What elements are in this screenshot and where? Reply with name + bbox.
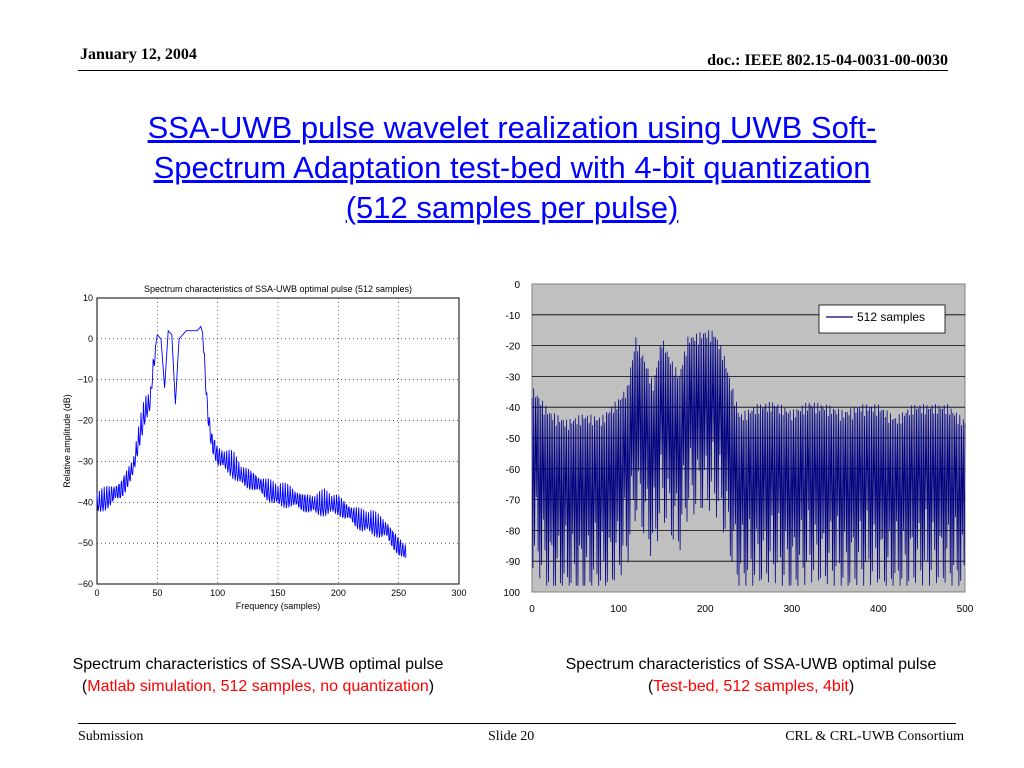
y-tick-label: 0 xyxy=(514,280,520,291)
x-tick-label: 0 xyxy=(94,588,99,598)
caption-left-paren-close: ) xyxy=(428,678,435,695)
x-tick-label: 300 xyxy=(451,588,466,598)
x-tick-label: 250 xyxy=(391,588,406,598)
slide-title-line-1: SSA-UWB pulse wavelet realization using … xyxy=(147,110,877,145)
legend-box xyxy=(818,304,946,334)
footer-consortium: CRL & CRL-UWB Consortium xyxy=(785,729,964,744)
slide-title-line-2: Spectrum Adaptation test-bed with 4-bit … xyxy=(153,150,871,185)
caption-right-paren-close: ) xyxy=(848,678,855,695)
y-tick-label: 100 xyxy=(503,588,520,599)
header-date: January 12, 2004 xyxy=(80,46,197,63)
y-tick-label: -80 xyxy=(506,526,521,537)
footer-divider xyxy=(78,723,956,724)
x-tick-label: 100 xyxy=(610,604,627,615)
y-tick-label: −20 xyxy=(78,416,93,426)
x-tick-label: 400 xyxy=(870,604,887,615)
y-tick-label: 0 xyxy=(88,334,93,344)
caption-right-line-2: (Test-bed, 512 samples, 4bit) xyxy=(511,676,991,698)
footer-slide-number: Slide 20 xyxy=(488,729,535,744)
y-tick-label: −30 xyxy=(78,456,93,466)
caption-left: Spectrum characteristics of SSA-UWB opti… xyxy=(18,654,498,698)
caption-left-line-1: Spectrum characteristics of SSA-UWB opti… xyxy=(72,656,444,673)
y-tick-label: −60 xyxy=(78,579,93,589)
x-tick-label: 300 xyxy=(783,604,800,615)
caption-right-line-1: Spectrum characteristics of SSA-UWB opti… xyxy=(565,656,937,673)
matlab-spectrum-chart: 0 50 100 150 200 250 300100−10−20−30−40−50−60S… xyxy=(62,284,467,611)
y-tick-label: −40 xyxy=(78,497,93,507)
chart-title: Spectrum characteristics of SSA-UWB opti… xyxy=(144,284,412,294)
y-tick-label: -60 xyxy=(506,465,521,476)
y-tick-label: -70 xyxy=(506,496,521,507)
caption-left-line-2: (Matlab simulation, 512 samples, no quan… xyxy=(18,676,498,698)
legend: 512 samples xyxy=(818,304,946,334)
y-tick-label: -20 xyxy=(506,342,521,353)
x-tick-label: 50 xyxy=(152,588,162,598)
caption-right-paren-open: ( xyxy=(647,678,654,695)
x-tick-label: 200 xyxy=(697,604,714,615)
x-axis-label: Frequency (samples) xyxy=(236,601,321,611)
caption-left-detail: Matlab simulation, 512 samples, no quant… xyxy=(87,678,429,695)
plot-frame xyxy=(96,297,460,585)
y-tick-label: −50 xyxy=(78,538,93,548)
header-doc-id: doc.: IEEE 802.15-04-0031-00-0030 xyxy=(707,52,948,69)
caption-right: Spectrum characteristics of SSA-UWB opti… xyxy=(511,654,991,698)
x-tick-label: 0 xyxy=(529,604,535,615)
x-tick-label: 200 xyxy=(331,588,346,598)
y-tick-label: -30 xyxy=(506,372,521,383)
x-tick-label: 100 xyxy=(210,588,225,598)
testbed-spectrum-chart: 0 -10 -20 -30 -40 -50 -60 -70 -80 -90 100 0 100 200 30… xyxy=(503,280,974,615)
spectrum-line-series xyxy=(96,325,407,558)
slide-title: SSA-UWB pulse wavelet realization using … xyxy=(60,108,964,228)
testbed-line-series xyxy=(531,330,966,586)
caption-right-detail: Test-bed, 512 samples, 4bit xyxy=(653,678,849,695)
y-tick-label: −10 xyxy=(78,375,93,385)
y-tick-label: -50 xyxy=(506,434,521,445)
slide-title-line-3: (512 samples per pulse) xyxy=(345,190,679,225)
footer-submission: Submission xyxy=(78,729,144,744)
x-tick-label: 150 xyxy=(270,588,285,598)
y-tick-label: -90 xyxy=(506,557,521,568)
y-tick-label: -10 xyxy=(506,311,521,322)
y-axis-label: Relative amplitude (dB) xyxy=(62,394,72,488)
y-tick-label: 10 xyxy=(83,293,93,303)
x-tick-label: 500 xyxy=(957,604,974,615)
y-tick-label: -40 xyxy=(506,403,521,414)
legend-label: 512 samples xyxy=(857,310,925,324)
caption-left-paren-open: ( xyxy=(81,678,88,695)
header-divider xyxy=(78,70,948,71)
